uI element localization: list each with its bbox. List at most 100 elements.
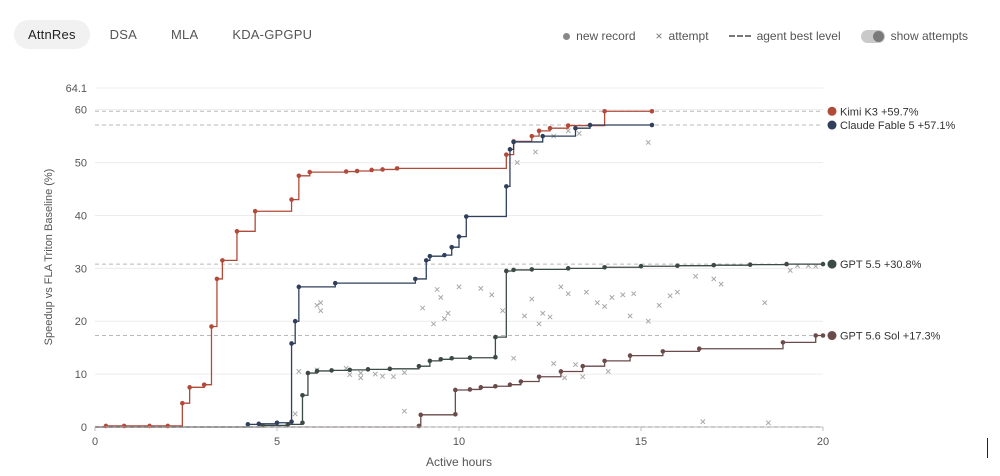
attempt-mark — [401, 408, 407, 414]
series-line — [95, 263, 823, 428]
attempt-mark — [605, 368, 611, 375]
dataset-tabs: AttnRes DSA MLA KDA-GPGPU — [14, 20, 326, 49]
attempt-mark — [434, 286, 440, 293]
record-point — [413, 276, 418, 282]
x-tick-label: 15 — [635, 436, 647, 448]
record-point — [285, 422, 291, 427]
series-label-dot — [827, 120, 837, 130]
record-point — [580, 363, 586, 369]
attempt-mark — [711, 276, 717, 282]
record-point — [638, 263, 644, 269]
attempt-mark — [430, 321, 437, 327]
record-point — [449, 244, 455, 250]
record-point — [627, 353, 633, 358]
record-point — [820, 261, 826, 267]
series-label-dot — [827, 259, 837, 269]
attempt-mark — [314, 302, 320, 308]
record-point — [416, 423, 422, 429]
attempt-mark — [572, 362, 579, 368]
attempt-mark — [420, 305, 426, 311]
attempt-mark — [292, 411, 298, 417]
show-attempts-toggle[interactable]: show attempts — [860, 29, 968, 43]
record-point — [504, 268, 509, 274]
legend-new-record: new record — [563, 29, 636, 43]
record-point — [416, 363, 422, 369]
attempt-mark — [500, 308, 506, 314]
record-point — [147, 423, 152, 429]
attempt-mark — [372, 371, 378, 377]
attempt-mark — [602, 303, 608, 309]
attempt-mark — [631, 291, 637, 297]
series-label: Claude Fable 5 +57.1% — [840, 120, 955, 132]
attempt-mark — [558, 284, 564, 290]
tab-dsa[interactable]: DSA — [109, 27, 137, 42]
attempt-mark — [296, 368, 302, 375]
attempt-mark — [645, 139, 651, 146]
attempt-mark — [718, 281, 724, 287]
attempt-mark — [489, 292, 495, 298]
record-point — [493, 383, 498, 389]
record-point — [602, 108, 607, 114]
record-point — [536, 374, 542, 380]
attempt-mark — [645, 318, 651, 324]
attempt-mark — [609, 294, 615, 300]
attempt-mark — [583, 289, 589, 295]
tab-attnres[interactable]: AttnRes — [14, 20, 90, 49]
attempt-mark — [347, 372, 353, 378]
attempt-mark — [532, 149, 538, 155]
record-point — [558, 369, 564, 374]
record-point — [289, 197, 294, 202]
record-point — [209, 324, 214, 329]
attempt-cross-icon: × — [655, 29, 663, 43]
record-point — [274, 420, 280, 426]
record-point — [121, 423, 127, 429]
attempt-mark — [441, 316, 447, 322]
y-tick-label: 50 — [75, 158, 87, 170]
y-tick-label: 40 — [75, 210, 87, 222]
record-point — [780, 340, 786, 345]
attempt-mark — [693, 273, 699, 279]
legend-agent-best-level-label: agent best level — [756, 29, 841, 43]
record-point — [201, 382, 207, 387]
toggle-switch-icon[interactable] — [860, 29, 885, 43]
record-point — [478, 385, 484, 390]
record-point — [423, 258, 429, 263]
record-point — [463, 214, 469, 219]
record-point — [467, 355, 473, 361]
record-point — [547, 125, 553, 131]
y-tick-label: 60 — [75, 105, 87, 117]
record-point — [649, 108, 655, 114]
record-point — [354, 168, 360, 174]
tab-mla[interactable]: MLA — [171, 27, 199, 42]
record-point — [343, 169, 349, 174]
record-point — [234, 229, 240, 234]
tab-kda-gpgpu[interactable]: KDA-GPGPU — [232, 27, 313, 42]
series-label: GPT 5.6 Sol +17.3% — [840, 331, 941, 343]
record-point — [529, 133, 535, 139]
record-point — [675, 263, 680, 268]
record-point — [289, 341, 294, 346]
record-point — [300, 392, 305, 398]
attempt-mark — [456, 284, 462, 290]
record-point — [507, 147, 513, 152]
x-tick-label: 5 — [274, 436, 280, 448]
record-point — [314, 368, 320, 374]
series-label-dot — [827, 331, 837, 341]
x-axis-label: Active hours — [426, 455, 492, 469]
attempt-mark — [762, 300, 768, 306]
divider — [987, 438, 988, 458]
legend-attempt-label: attempt — [668, 29, 709, 43]
record-point — [300, 420, 305, 426]
attempt-mark — [358, 370, 364, 376]
record-point — [245, 422, 251, 427]
record-point — [427, 358, 433, 364]
x-tick-label: 10 — [453, 436, 465, 448]
record-point — [511, 139, 516, 145]
record-point — [565, 123, 571, 128]
record-point — [518, 379, 524, 384]
record-point — [307, 169, 313, 175]
record-point — [467, 387, 473, 392]
attempt-mark — [562, 375, 568, 381]
dashed-line-icon — [728, 35, 751, 37]
record-point — [449, 355, 455, 361]
